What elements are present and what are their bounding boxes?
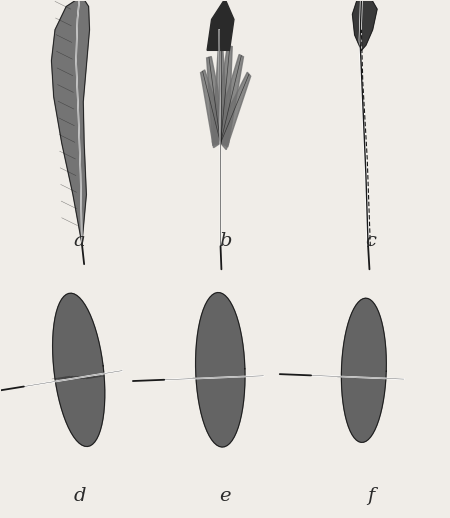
Polygon shape (196, 293, 245, 447)
Polygon shape (51, 0, 90, 243)
Polygon shape (212, 50, 229, 143)
Polygon shape (213, 54, 243, 147)
Text: d: d (73, 487, 86, 505)
Text: c: c (365, 232, 376, 250)
Polygon shape (342, 298, 386, 442)
Text: b: b (219, 232, 231, 250)
Polygon shape (207, 56, 228, 146)
Polygon shape (215, 72, 251, 150)
Text: f: f (367, 487, 374, 505)
Polygon shape (207, 0, 234, 50)
Polygon shape (53, 293, 105, 447)
Polygon shape (201, 70, 228, 148)
Text: a: a (74, 232, 86, 250)
Polygon shape (212, 46, 232, 145)
Polygon shape (352, 0, 377, 50)
Text: e: e (219, 487, 231, 505)
